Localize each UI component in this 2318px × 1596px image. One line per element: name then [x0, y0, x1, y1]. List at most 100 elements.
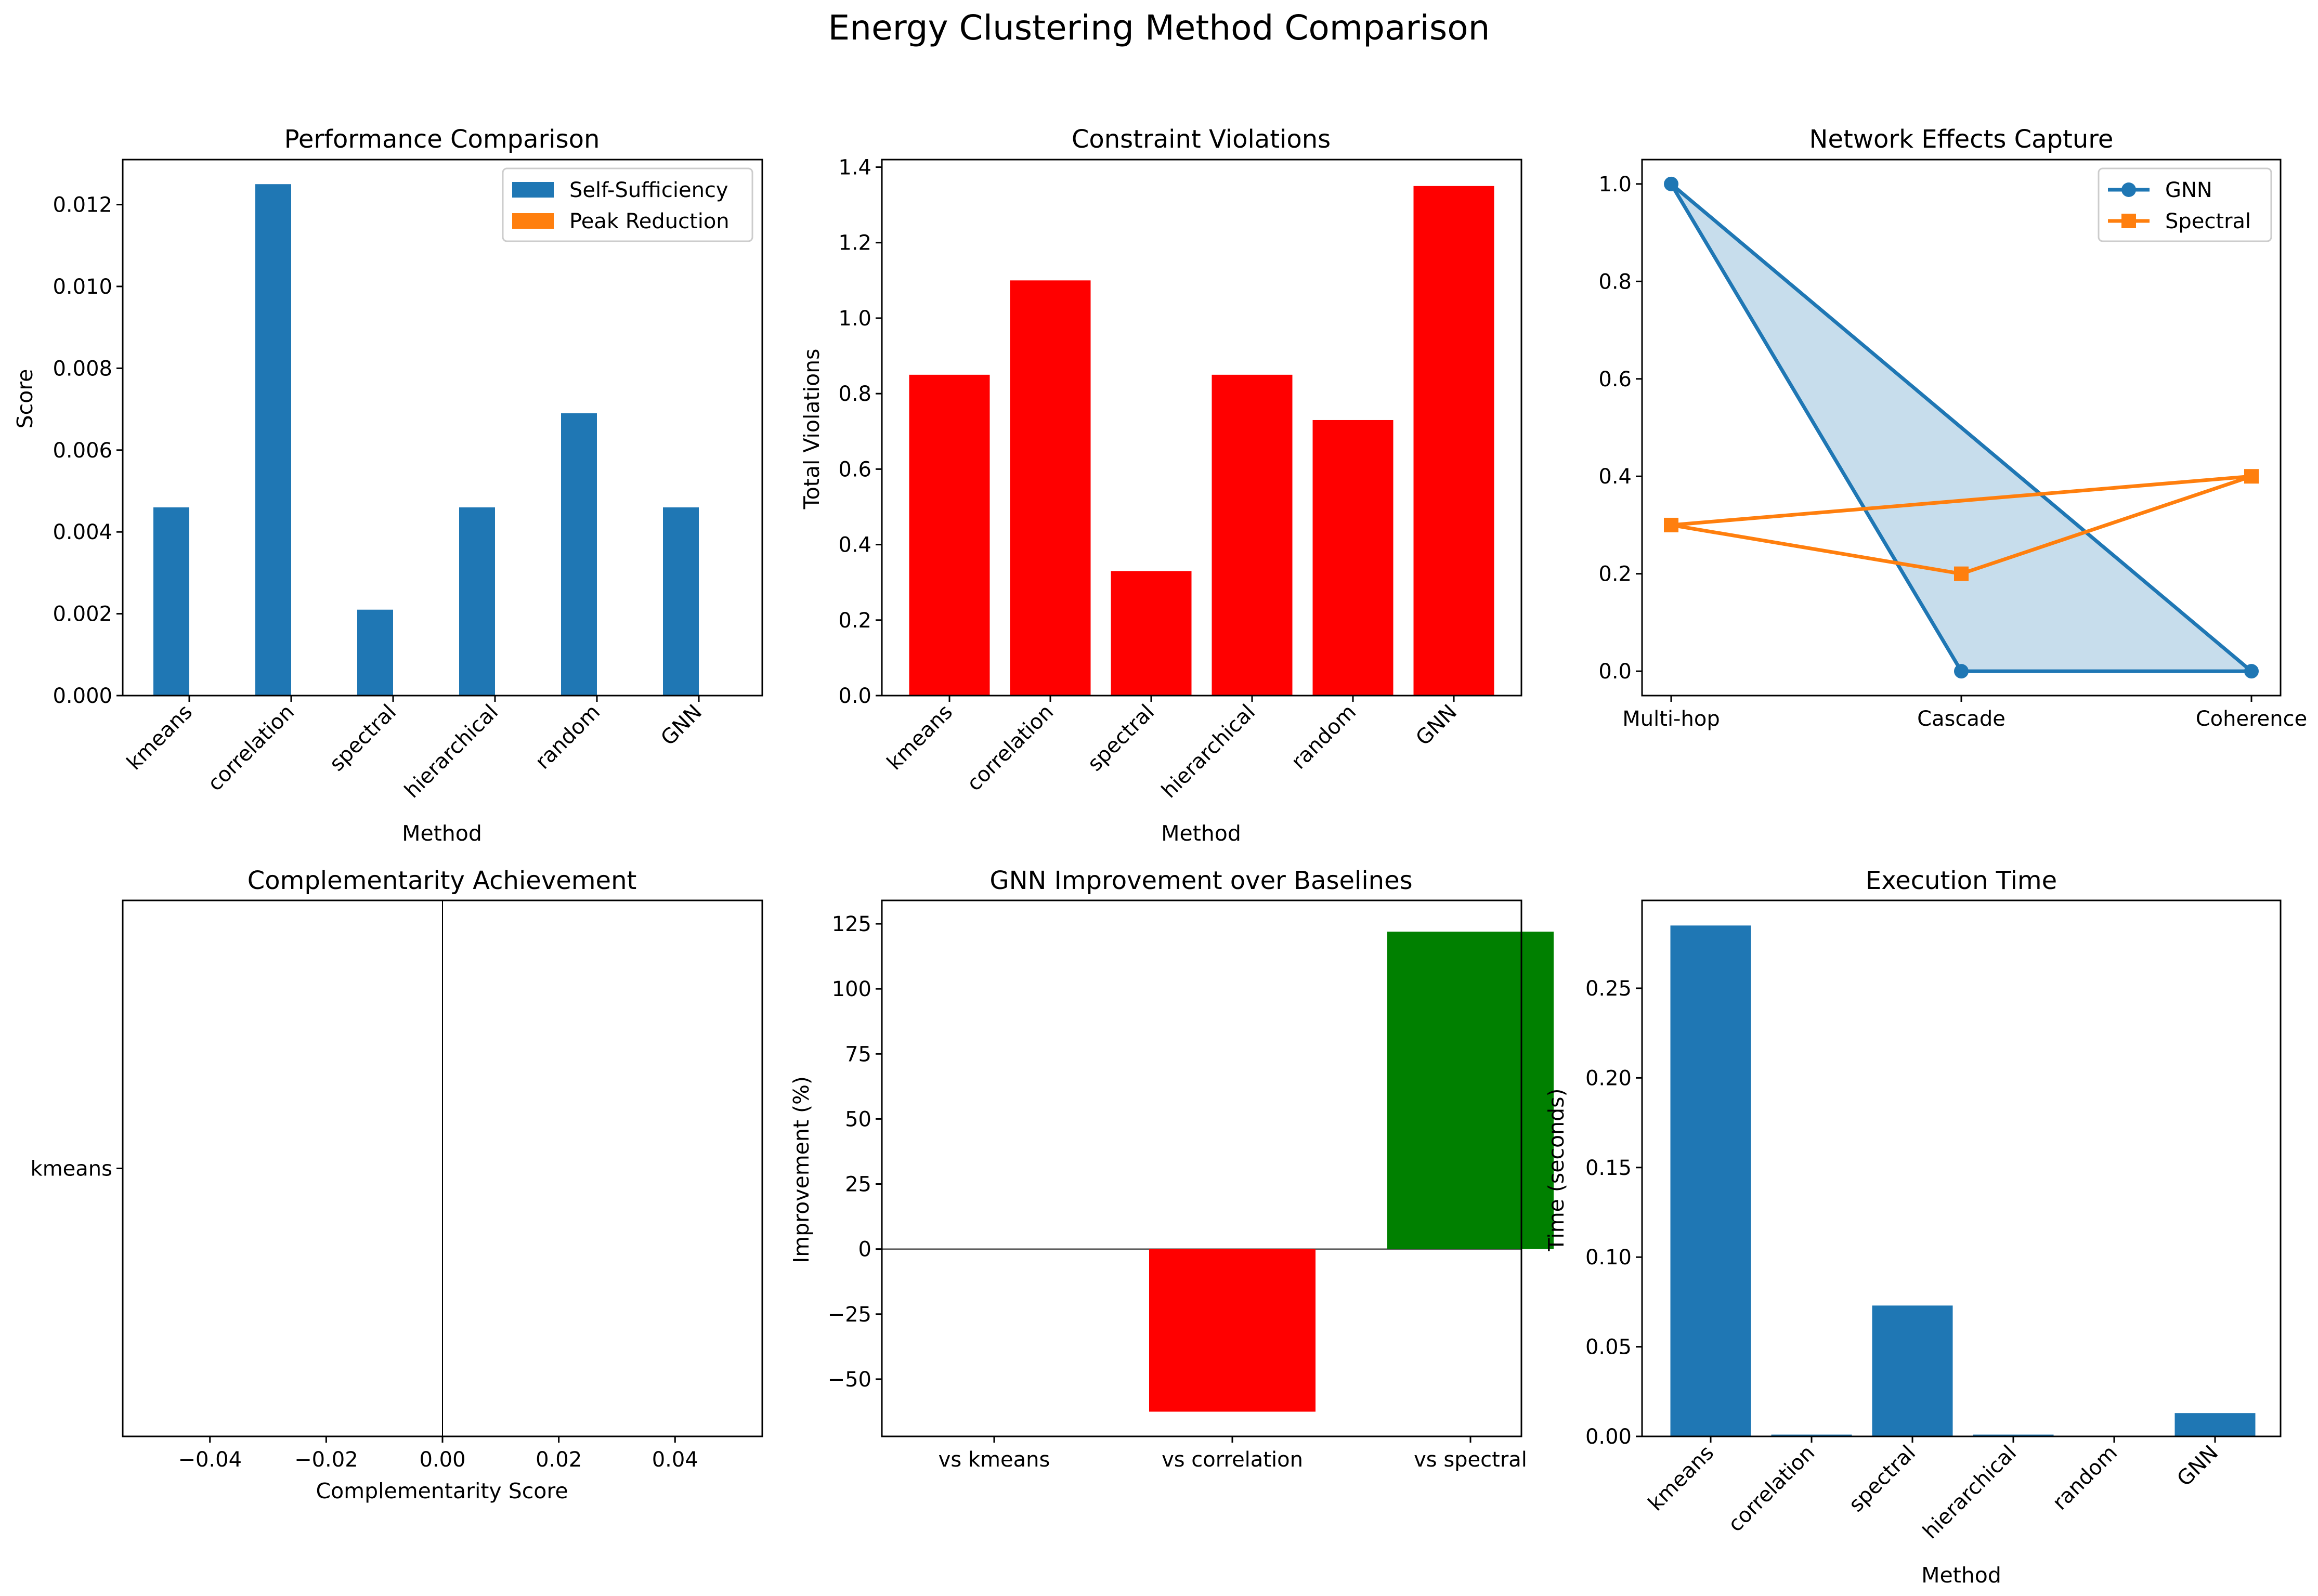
bar-self-sufficiency-gnn — [663, 507, 699, 696]
panel-title: Network Effects Capture — [1809, 125, 2114, 154]
line-gnn — [1669, 182, 2254, 673]
y-tick-label: −50 — [828, 1368, 871, 1392]
bar-hierarchical — [1973, 1434, 2054, 1436]
bar-self-sufficiency-correlation — [255, 184, 291, 696]
y-tick-label: 0.010 — [53, 275, 112, 299]
y-tick-label: 125 — [832, 912, 871, 936]
y-axis-label: Improvement (%) — [789, 1076, 814, 1263]
y-tick-label: 0.00 — [1585, 1425, 1632, 1449]
y-axis-label: Total Violations — [799, 349, 824, 510]
bar-vs-spectral — [1387, 932, 1554, 1249]
legend-label-self-sufficiency: Self-Sufficiency — [569, 178, 728, 202]
axes-frame — [122, 159, 763, 697]
y-tick-label: 0 — [858, 1238, 871, 1262]
y-tick-label: 1.4 — [838, 156, 871, 180]
y-tick-label: 0.15 — [1585, 1156, 1632, 1180]
y-tick-label: 0.6 — [838, 457, 871, 481]
y-tick-label: 100 — [832, 977, 871, 1001]
y-tick-label: 0.008 — [53, 357, 112, 381]
y-tick-label: 0.4 — [1598, 465, 1632, 489]
y-tick-label: 0.4 — [838, 533, 871, 557]
bar-self-sufficiency-hierarchical — [459, 507, 495, 696]
legend-marker-gnn — [2121, 182, 2136, 197]
x-tick-label: −0.04 — [178, 1448, 242, 1472]
complementarity-achievement-panel: Complementarity Achievement Complementar… — [31, 866, 763, 1503]
axes-frame — [1641, 899, 2282, 1437]
legend-swatch-peak-reduction — [512, 213, 554, 229]
x-tick-label-vs-correlation: vs correlation — [1162, 1448, 1303, 1472]
x-tick-label-vs-kmeans: vs kmeans — [939, 1448, 1050, 1472]
y-axis-label: Score — [12, 369, 37, 429]
gnn-improvement-panel: GNN Improvement over Baselines Improveme… — [789, 866, 1554, 1472]
panel-title: Complementarity Achievement — [248, 866, 637, 895]
y-tick-label: −25 — [828, 1303, 871, 1327]
y-tick-label: 0.2 — [838, 609, 871, 633]
bar-kmeans — [909, 374, 990, 696]
x-tick-label-multi-hop: Multi-hop — [1622, 707, 1720, 731]
bar-gnn — [1413, 186, 1494, 696]
x-tick-label-cascade: Cascade — [1917, 707, 2006, 731]
bar-spectral — [1111, 571, 1192, 696]
legend-swatch-self-sufficiency — [512, 182, 554, 198]
bar-random — [1312, 420, 1394, 696]
x-axis-label: Complementarity Score — [316, 1479, 568, 1503]
panel-title: GNN Improvement over Baselines — [989, 866, 1412, 895]
x-tick-label: 0.00 — [419, 1448, 465, 1472]
y-tick-label: 1.0 — [838, 307, 871, 331]
y-tick-label: 0.000 — [53, 684, 112, 708]
x-tick-label: 0.02 — [536, 1448, 582, 1472]
bar-correlation — [1010, 280, 1091, 696]
legend-marker-spectral — [2121, 214, 2136, 228]
bar-self-sufficiency-spectral — [357, 609, 393, 696]
y-tick-label: 0.2 — [1598, 562, 1632, 586]
y-tick-label: 0.006 — [53, 439, 112, 463]
y-tick-label: 25 — [845, 1173, 871, 1197]
point-spectral-coherence — [2244, 469, 2259, 484]
y-tick-label: 0.004 — [53, 520, 112, 544]
axes-frame — [881, 159, 1522, 697]
y-tick-label: 1.2 — [838, 231, 871, 255]
y-tick-label: 75 — [845, 1042, 871, 1066]
point-spectral-multi-hop — [1664, 517, 1678, 532]
panel-title: Execution Time — [1866, 866, 2057, 895]
x-axis-label: Method — [1921, 1563, 2001, 1588]
legend-label-peak-reduction: Peak Reduction — [569, 210, 730, 233]
legend-label-gnn: GNN — [2165, 178, 2212, 202]
y-tick-label: 0.012 — [53, 193, 112, 217]
axes-frame — [122, 899, 763, 1437]
y-tick-label: 0.8 — [838, 382, 871, 406]
y-tick-label: 0.0 — [1598, 660, 1632, 684]
point-gnn-cascade — [1954, 664, 1969, 679]
y-tick-label-kmeans: kmeans — [31, 1157, 112, 1181]
point-spectral-cascade — [1954, 566, 1969, 581]
y-tick-label: 0.05 — [1585, 1336, 1632, 1359]
y-tick-label: 1.0 — [1598, 173, 1632, 197]
x-tick-label: −0.02 — [294, 1448, 358, 1472]
axes-frame — [881, 899, 1522, 1437]
bar-self-sufficiency-random — [561, 413, 597, 696]
x-axis-label: Method — [1161, 821, 1241, 846]
y-axis-label: Time (seconds) — [1544, 1089, 1569, 1252]
panel-title: Performance Comparison — [284, 125, 600, 154]
legend-box — [2098, 167, 2272, 242]
x-axis-label: Method — [402, 821, 482, 846]
bar-vs-correlation — [1149, 1249, 1316, 1412]
point-gnn-coherence — [2244, 664, 2259, 679]
line-spectral — [1671, 474, 2254, 576]
point-gnn-multi-hop — [1664, 176, 1678, 191]
network-effects-capture-panel: Network Effects Capture 0.0 0.2 0.4 0.6 0.8 1… — [1598, 125, 2307, 731]
y-tick-label: 50 — [845, 1107, 871, 1131]
panel-title: Constraint Violations — [1072, 125, 1331, 154]
axes-frame — [1641, 159, 2282, 697]
y-tick-label: 0.0 — [838, 684, 871, 708]
bar-hierarchical — [1212, 374, 1293, 696]
y-tick-label: 0.25 — [1585, 977, 1632, 1001]
x-tick-label-coherence: Coherence — [2196, 707, 2308, 731]
legend-label-spectral: Spectral — [2165, 210, 2251, 233]
x-tick-label-vs-spectral: vs spectral — [1414, 1448, 1527, 1472]
bar-kmeans — [1670, 925, 1751, 1436]
y-tick-label: 0.8 — [1598, 270, 1632, 294]
y-tick-label: 0.002 — [53, 603, 112, 626]
y-tick-label: 0.10 — [1585, 1246, 1632, 1270]
